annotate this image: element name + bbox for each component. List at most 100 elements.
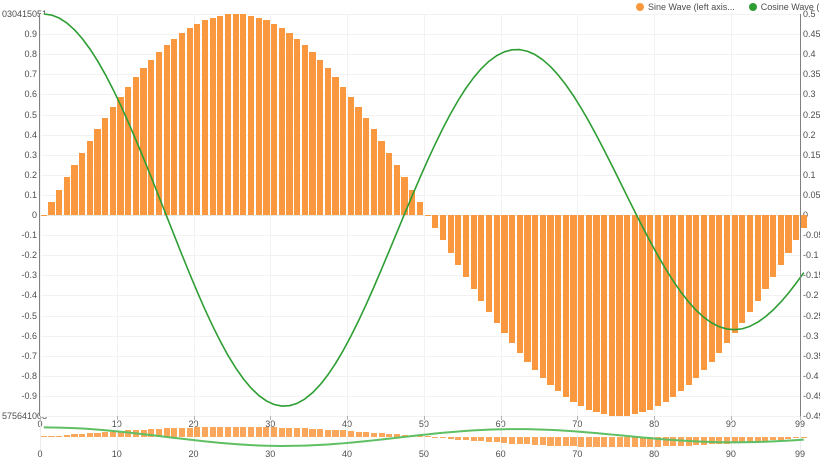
bar[interactable] xyxy=(347,96,354,215)
bar[interactable] xyxy=(524,215,531,362)
bar[interactable] xyxy=(585,215,592,410)
bar[interactable] xyxy=(79,152,86,215)
bar[interactable] xyxy=(86,141,93,215)
bar[interactable] xyxy=(378,141,385,215)
bar[interactable] xyxy=(56,189,63,215)
bar[interactable] xyxy=(608,215,615,416)
bar[interactable] xyxy=(286,33,293,215)
bar[interactable] xyxy=(562,215,569,397)
bar[interactable] xyxy=(393,165,401,215)
bar[interactable] xyxy=(578,215,585,407)
bar[interactable] xyxy=(800,215,807,228)
legend-item-cosine[interactable]: Cosine Wave (right a... xyxy=(748,2,820,12)
bar[interactable] xyxy=(247,15,255,215)
bar[interactable] xyxy=(217,15,224,215)
bar[interactable] xyxy=(424,215,431,216)
bar[interactable] xyxy=(63,177,70,215)
bar[interactable] xyxy=(416,202,424,215)
bar[interactable] xyxy=(201,20,209,215)
bar[interactable] xyxy=(109,107,116,215)
bar[interactable] xyxy=(485,215,493,312)
bar[interactable] xyxy=(432,215,439,228)
bar[interactable] xyxy=(178,33,186,215)
bar[interactable] xyxy=(639,215,646,413)
bar[interactable] xyxy=(516,215,523,353)
bar[interactable] xyxy=(140,68,147,215)
bar[interactable] xyxy=(769,215,777,278)
bar[interactable] xyxy=(601,215,608,415)
bar[interactable] xyxy=(793,215,800,241)
bar[interactable] xyxy=(370,129,377,215)
bar[interactable] xyxy=(194,23,201,215)
bar[interactable] xyxy=(670,215,677,397)
bar[interactable] xyxy=(455,215,462,265)
bar-series-sine[interactable] xyxy=(40,14,807,416)
bar[interactable] xyxy=(186,28,193,215)
bar[interactable] xyxy=(462,215,470,278)
bar[interactable] xyxy=(631,215,638,415)
bar[interactable] xyxy=(102,118,109,215)
plot-area[interactable] xyxy=(39,13,807,417)
bar[interactable] xyxy=(447,215,454,253)
bar[interactable] xyxy=(171,38,178,215)
bar[interactable] xyxy=(240,14,247,215)
bar[interactable] xyxy=(255,17,262,215)
bar[interactable] xyxy=(309,52,316,215)
bar[interactable] xyxy=(693,215,700,378)
bar[interactable] xyxy=(754,215,761,301)
bar[interactable] xyxy=(301,45,308,215)
legend-item-sine[interactable]: Sine Wave (left axis... xyxy=(636,2,735,12)
bar[interactable] xyxy=(555,215,562,392)
cosine-line-path[interactable] xyxy=(43,13,805,407)
bar[interactable] xyxy=(409,189,416,215)
navigator[interactable] xyxy=(40,423,807,451)
bar[interactable] xyxy=(355,107,362,215)
bar[interactable] xyxy=(132,77,140,215)
bar[interactable] xyxy=(508,215,516,344)
bar[interactable] xyxy=(270,23,278,215)
bar[interactable] xyxy=(278,28,285,215)
bar[interactable] xyxy=(224,14,232,215)
bar[interactable] xyxy=(662,215,669,402)
bar[interactable] xyxy=(340,86,347,215)
bar[interactable] xyxy=(163,45,170,215)
bar[interactable] xyxy=(401,177,408,215)
bar[interactable] xyxy=(570,215,577,402)
bar[interactable] xyxy=(209,17,216,215)
bar[interactable] xyxy=(731,215,738,334)
bar[interactable] xyxy=(232,14,239,215)
bar[interactable] xyxy=(478,215,485,301)
bar[interactable] xyxy=(746,215,754,312)
bar[interactable] xyxy=(332,77,339,215)
line-series-cosine[interactable] xyxy=(40,13,805,416)
bar[interactable] xyxy=(677,215,685,392)
bar[interactable] xyxy=(716,215,723,353)
bar[interactable] xyxy=(48,202,55,215)
bar[interactable] xyxy=(785,215,792,253)
bar[interactable] xyxy=(40,215,47,216)
bar[interactable] xyxy=(624,215,631,416)
bar[interactable] xyxy=(148,60,155,215)
bar[interactable] xyxy=(654,215,662,407)
bar[interactable] xyxy=(593,215,600,413)
bar[interactable] xyxy=(493,215,500,323)
bar[interactable] xyxy=(547,215,554,385)
bar[interactable] xyxy=(155,52,163,215)
bar[interactable] xyxy=(762,215,769,289)
bar[interactable] xyxy=(317,60,324,215)
bar[interactable] xyxy=(777,215,784,265)
bar[interactable] xyxy=(647,215,654,410)
bar[interactable] xyxy=(501,215,508,334)
bar[interactable] xyxy=(71,165,78,215)
bar[interactable] xyxy=(117,96,124,215)
bar[interactable] xyxy=(94,129,101,215)
bar[interactable] xyxy=(439,215,447,241)
bar[interactable] xyxy=(685,215,692,385)
bar[interactable] xyxy=(324,68,331,215)
bar[interactable] xyxy=(531,215,539,370)
bar[interactable] xyxy=(539,215,546,378)
bar[interactable] xyxy=(616,215,623,416)
bar[interactable] xyxy=(739,215,746,323)
bar[interactable] xyxy=(263,20,270,215)
bar[interactable] xyxy=(723,215,731,344)
